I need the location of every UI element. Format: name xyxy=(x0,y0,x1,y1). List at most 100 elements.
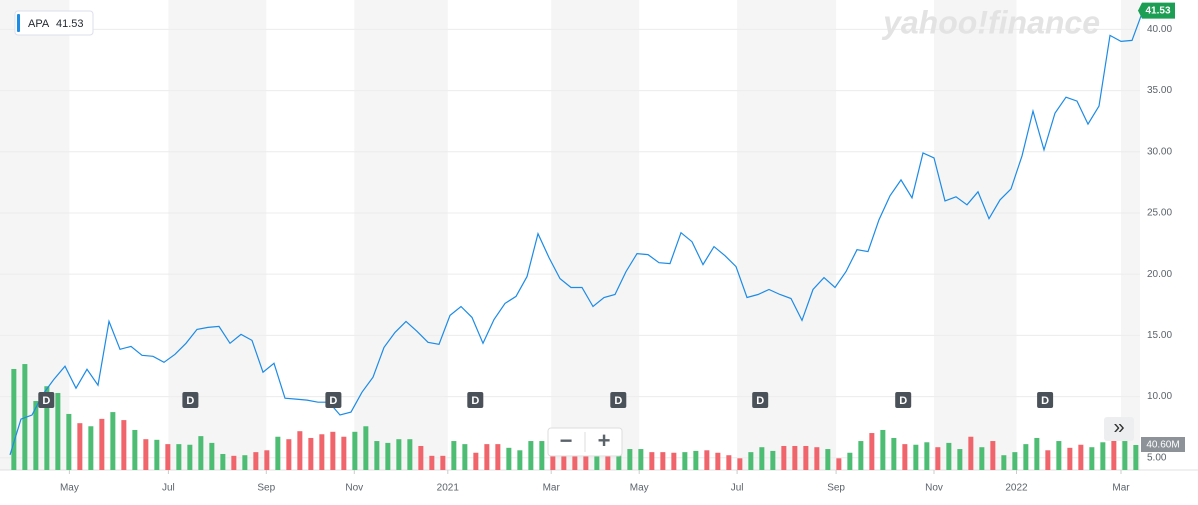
volume-bar xyxy=(396,439,402,470)
volume-bar xyxy=(264,450,270,470)
volume-bar xyxy=(1045,450,1051,470)
volume-bar xyxy=(990,441,996,470)
volume-bar xyxy=(1089,447,1095,470)
symbol-price: 41.53 xyxy=(56,18,84,30)
volume-bar xyxy=(1078,444,1084,470)
dividend-label: D xyxy=(186,395,194,407)
price-tag xyxy=(1138,2,1175,19)
volume-bar xyxy=(561,455,567,470)
dividend-label: D xyxy=(329,395,337,407)
volume-bar xyxy=(77,423,83,470)
volume-bar xyxy=(1067,447,1073,470)
volume-bar xyxy=(616,455,622,470)
y-tick-label: 40.00 xyxy=(1147,24,1172,35)
x-tick-label: Mar xyxy=(543,483,561,494)
dividend-marker[interactable] xyxy=(752,392,769,408)
volume-bar xyxy=(1001,455,1007,470)
volume-bar xyxy=(968,436,974,470)
y-tick-label: 25.00 xyxy=(1147,208,1172,219)
volume-bar xyxy=(902,444,908,470)
volume-bar xyxy=(715,452,721,470)
volume-bar xyxy=(429,455,435,470)
volume-bar xyxy=(55,393,61,470)
volume-bar xyxy=(1100,442,1106,470)
price-tag-label: 41.53 xyxy=(1145,5,1170,16)
volume-bar xyxy=(583,452,589,470)
volume-bar xyxy=(308,437,314,470)
symbol: APA xyxy=(28,18,50,30)
volume-bar xyxy=(726,455,732,470)
y-tick-label: 35.00 xyxy=(1147,85,1172,96)
x-tick-label: Jul xyxy=(731,483,744,494)
volume-bar xyxy=(869,433,875,470)
dividend-marker[interactable] xyxy=(467,392,484,408)
x-tick-label: May xyxy=(630,483,649,494)
volume-bar xyxy=(319,434,325,470)
volume-bar xyxy=(440,455,446,470)
band xyxy=(737,0,837,470)
volume-bar xyxy=(132,429,138,470)
volume-bar xyxy=(627,449,633,470)
dividend-label: D xyxy=(614,395,622,407)
dividend-marker[interactable] xyxy=(325,392,342,408)
volume-bar xyxy=(913,444,919,470)
volume-bar xyxy=(671,452,677,470)
x-tick-label: 2021 xyxy=(437,483,460,494)
volume-bar xyxy=(880,429,886,470)
x-tick-label: Mar xyxy=(1112,483,1130,494)
dividend-label: D xyxy=(756,395,764,407)
band xyxy=(354,0,448,470)
y-tick-label: 20.00 xyxy=(1147,269,1172,280)
volume-bar xyxy=(770,450,776,470)
volume-bar xyxy=(143,439,149,470)
volume-bar xyxy=(836,458,842,470)
volume-tag xyxy=(1141,437,1185,452)
volume-bar xyxy=(1023,444,1029,470)
dividend-marker[interactable] xyxy=(38,392,55,408)
volume-bar xyxy=(352,431,358,470)
volume-bar xyxy=(154,439,160,470)
volume-bar xyxy=(539,441,545,470)
dividend-marker[interactable] xyxy=(182,392,199,408)
volume-bar xyxy=(1133,444,1139,470)
volume-bar xyxy=(99,418,105,470)
volume-bar xyxy=(506,447,512,470)
volume-bar xyxy=(66,413,72,470)
zoom-out[interactable]: − xyxy=(560,428,573,453)
volume-bar xyxy=(935,447,941,470)
x-tick-label: Sep xyxy=(257,483,275,494)
dividend-marker[interactable] xyxy=(610,392,627,408)
volume-bar xyxy=(528,441,534,470)
background xyxy=(0,0,1198,471)
dividend-label: D xyxy=(899,395,907,407)
volume-bar xyxy=(330,431,336,470)
volume-bar xyxy=(451,441,457,470)
volume-bar xyxy=(660,452,666,470)
dividend-marker[interactable] xyxy=(1037,392,1054,408)
x-tick-label: 2022 xyxy=(1005,483,1028,494)
volume-bar xyxy=(1034,437,1040,470)
scroll-end[interactable]: » xyxy=(1113,416,1124,438)
logo: yahoo!finance xyxy=(881,4,1100,40)
volume-bar xyxy=(979,447,985,470)
volume-bar xyxy=(1056,441,1062,470)
volume-bar xyxy=(407,439,413,470)
zoom-in[interactable]: + xyxy=(598,428,611,453)
price-line xyxy=(9,10,1144,456)
dividend-marker[interactable] xyxy=(895,392,912,408)
volume-bar xyxy=(594,452,600,470)
volume-bar xyxy=(33,401,39,470)
symbol-box xyxy=(14,10,94,36)
dividend-label: D xyxy=(1041,395,1049,407)
x-tick-label: Jul xyxy=(162,483,175,494)
volume-bar xyxy=(803,445,809,470)
volume-bar xyxy=(704,450,710,470)
volume-bar xyxy=(110,412,116,470)
y-tick-label: 15.00 xyxy=(1147,330,1172,341)
volume-bar xyxy=(825,449,831,470)
y-tick-label: 30.00 xyxy=(1147,146,1172,157)
band xyxy=(168,0,267,470)
